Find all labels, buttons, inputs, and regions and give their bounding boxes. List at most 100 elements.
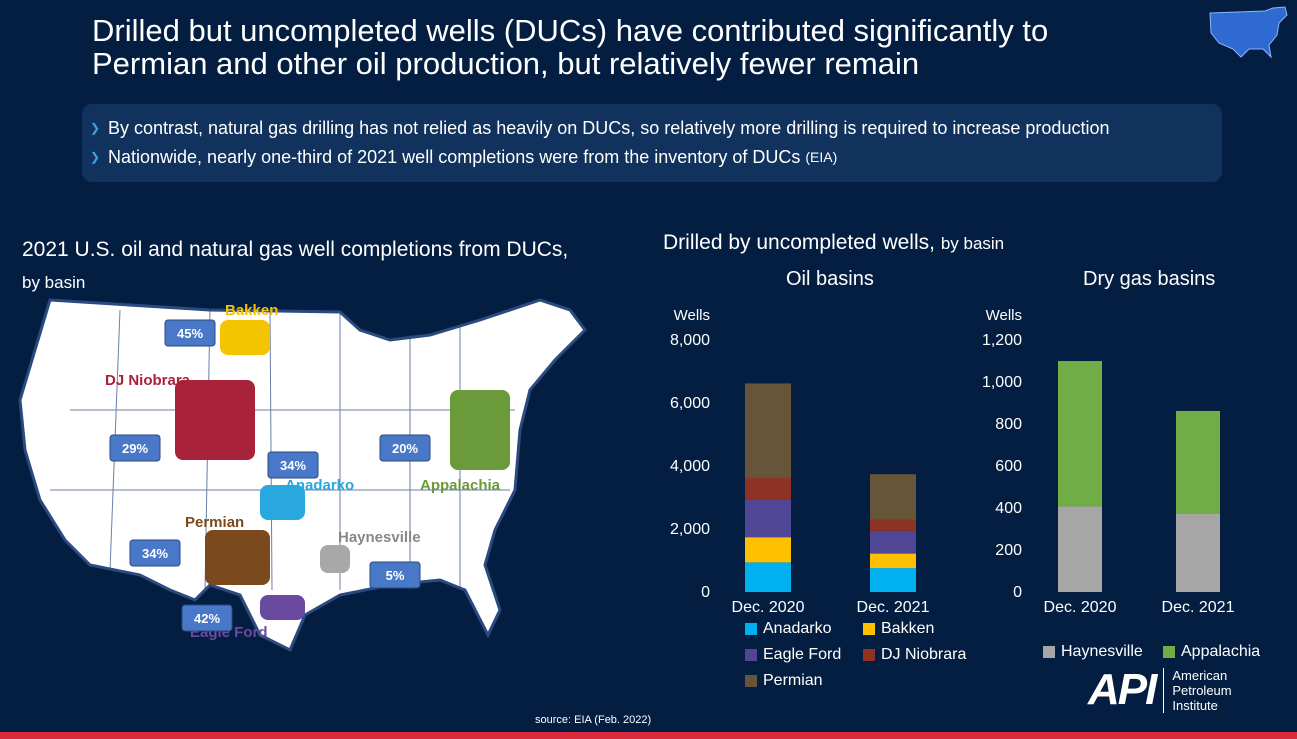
basin-label: Haynesville (338, 529, 421, 546)
pct-label: 20% (392, 441, 418, 456)
legend-label: Anadarko (763, 620, 832, 637)
bar-dj-niobrara (745, 477, 791, 500)
us-map-icon (1209, 6, 1288, 59)
x-tick-label: Dec. 2020 (732, 599, 805, 616)
x-tick-label: Dec. 2021 (857, 599, 930, 616)
legend-item: Appalachia (1163, 643, 1260, 661)
legend-swatch (863, 649, 875, 661)
y-tick-label: 2,000 (670, 521, 710, 538)
pct-label: 29% (122, 441, 148, 456)
basin-appalachia (450, 390, 510, 470)
gas-chart-title: Dry gas basins (1083, 268, 1216, 290)
map-title: 2021 U.S. oil and natural gas well compl… (22, 234, 582, 299)
legend-item: DJ Niobrara (863, 646, 966, 664)
basin-label: Permian (185, 514, 244, 531)
pct-callout (379, 434, 431, 462)
y-tick-label: 6,000 (670, 395, 710, 412)
legend-swatch (1043, 646, 1055, 658)
source-note: source: EIA (Feb. 2022) (535, 714, 652, 726)
y-tick-label: 200 (995, 542, 1022, 559)
basin-haynesville (320, 545, 350, 573)
slide-title: Drilled but uncompleted wells (DUCs) hav… (92, 13, 1049, 81)
basin-anadarko (260, 485, 305, 520)
bullet-text: Nationwide, nearly one-third of 2021 wel… (108, 147, 801, 167)
legend-swatch (1163, 646, 1175, 658)
legend-item: Anadarko (745, 620, 832, 638)
logo-line: American (1172, 667, 1228, 683)
chevron-right-icon: ❯ (90, 121, 101, 135)
logo-line: Institute (1172, 697, 1218, 713)
legend-item: Eagle Ford (745, 646, 841, 664)
legend-label: Permian (763, 672, 823, 689)
basin-label: DJ Niobrara (105, 372, 191, 389)
logo-line: Petroleum (1172, 682, 1232, 698)
bar-eagle-ford (745, 499, 791, 538)
basin-label: Appalachia (420, 477, 501, 494)
bullet-note: (EIA) (805, 149, 838, 165)
bullet-item: ❯ Nationwide, nearly one-third of 2021 we… (90, 143, 1222, 172)
bar-bakken (870, 553, 916, 569)
map-title-text: 2021 U.S. oil and natural gas well compl… (22, 238, 569, 261)
pct-callout (109, 434, 161, 462)
api-logo: API American Petroleum Institute (1088, 665, 1232, 715)
legend-label: Appalachia (1181, 643, 1261, 660)
footer-bar (0, 732, 1297, 739)
legend-label: DJ Niobrara (881, 646, 967, 663)
map-title-suffix: by basin (22, 273, 86, 292)
legend-swatch (863, 623, 875, 635)
basin-permian (205, 530, 270, 585)
pct-callout (267, 451, 319, 479)
bar-permian (745, 383, 791, 478)
y-tick-label: 400 (995, 500, 1022, 517)
y-axis-label: Wells (986, 307, 1022, 324)
bar-eagle-ford (870, 530, 916, 554)
bar-dj-niobrara (870, 519, 916, 531)
pct-callout (369, 561, 421, 589)
bar-haynesville (1058, 506, 1102, 592)
bar-appalachia (1176, 410, 1220, 514)
bullet-text: By contrast, natural gas drilling has no… (108, 118, 1110, 138)
y-tick-label: 1,200 (982, 332, 1022, 349)
basin-bakken (220, 320, 270, 355)
pct-callout (129, 539, 181, 567)
pct-label: 45% (177, 326, 203, 341)
y-tick-label: 0 (1013, 584, 1022, 601)
charts-title: Drilled by uncompleted wells, by basin (663, 231, 1004, 255)
bullet-item: ❯ By contrast, natural gas drilling has n… (90, 114, 1222, 143)
duc-charts: Wells 0 2,000 4,000 6,000 8,000 Dec. 2020 Dec. … (670, 307, 1235, 616)
basin-eagle-ford (260, 595, 305, 620)
pct-label: 34% (142, 546, 168, 561)
chevron-right-icon: ❯ (90, 150, 101, 164)
y-axis-label: Wells (674, 307, 710, 324)
y-tick-label: 800 (995, 416, 1022, 433)
x-tick-label: Dec. 2020 (1044, 599, 1117, 616)
x-tick-label: Dec. 2021 (1162, 599, 1235, 616)
legend-swatch (745, 623, 757, 635)
bar-appalachia (1058, 361, 1102, 507)
legend-swatch (745, 649, 757, 661)
pct-label: 5% (386, 568, 405, 583)
pct-label: 34% (280, 458, 306, 473)
bar-anadarko (745, 562, 791, 592)
legend-swatch (745, 675, 757, 687)
bar-bakken (745, 537, 791, 563)
oil-chart-title: Oil basins (786, 268, 874, 290)
charts-title-text: Drilled by uncompleted wells, (663, 231, 935, 254)
legend-label: Haynesville (1061, 643, 1143, 660)
legend-item: Haynesville (1043, 643, 1143, 661)
basin-label: Anadarko (285, 477, 354, 494)
bar-anadarko (870, 568, 916, 592)
legend-label: Bakken (881, 620, 935, 637)
pct-label: 42% (194, 611, 220, 626)
charts-title-suffix: by basin (940, 234, 1005, 253)
pct-callout (164, 319, 216, 347)
legend-item: Permian (745, 672, 823, 690)
basin-dj-niobrara (175, 380, 255, 460)
key-points-box: ❯ By contrast, natural gas drilling has n… (82, 104, 1222, 182)
pct-callout (181, 604, 233, 632)
y-tick-label: 1,000 (982, 374, 1022, 391)
y-tick-label: 4,000 (670, 458, 710, 475)
us-basin-map: Bakken 45% DJ Niobrara 29% Anadarko 34% Appala… (18, 298, 587, 653)
y-tick-label: 8,000 (670, 332, 710, 349)
bar-permian (870, 474, 916, 520)
